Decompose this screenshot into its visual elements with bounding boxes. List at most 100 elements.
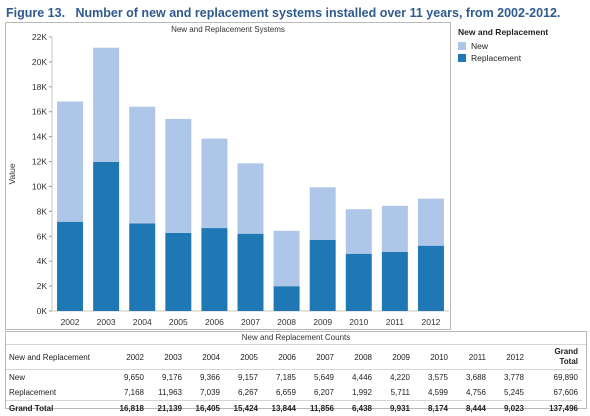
bar-replacement-2004	[129, 223, 155, 311]
bar-new-2010	[346, 209, 372, 254]
table-year-header: 2007	[300, 345, 338, 370]
table-corner-label: New and Replacement	[6, 345, 110, 370]
table-year-header: 2010	[414, 345, 452, 370]
legend-label-replacement: Replacement	[471, 53, 521, 63]
table-year-header: 2009	[376, 345, 414, 370]
y-tick-label: 16K	[32, 107, 47, 117]
bar-new-2012	[418, 199, 444, 246]
table-row-label: Replacement	[6, 385, 110, 401]
y-tick-label: 4K	[37, 256, 48, 266]
legend-item-new[interactable]: New	[458, 40, 586, 52]
x-tick-label: 2002	[61, 317, 80, 327]
bar-replacement-2010	[346, 254, 372, 311]
bar-new-2002	[57, 102, 83, 222]
table-cell: 6,659	[262, 385, 300, 401]
table-cell: 7,185	[262, 370, 300, 386]
y-tick-label: 14K	[32, 132, 47, 142]
bar-replacement-2007	[238, 234, 264, 311]
x-tick-label: 2012	[421, 317, 440, 327]
table-cell: 5,649	[300, 370, 338, 386]
bar-replacement-2011	[382, 252, 408, 311]
bar-new-2003	[93, 48, 119, 162]
table-cell: 7,168	[110, 385, 148, 401]
table-cell: 4,446	[338, 370, 376, 386]
table-cell: 7,039	[186, 385, 224, 401]
legend-item-replacement[interactable]: Replacement	[458, 52, 586, 64]
table-year-header: 2006	[262, 345, 300, 370]
bar-replacement-2005	[165, 233, 191, 311]
table-cell: 11,963	[148, 385, 186, 401]
bar-replacement-2003	[93, 162, 119, 311]
y-tick-label: 6K	[37, 231, 48, 241]
table-year-header: 2011	[452, 345, 490, 370]
bar-replacement-2012	[418, 246, 444, 311]
bar-new-2011	[382, 206, 408, 252]
legend-swatch-new	[458, 42, 466, 50]
table-cell: 9,650	[110, 370, 148, 386]
bar-replacement-2002	[57, 222, 83, 311]
y-tick-label: 2K	[37, 281, 48, 291]
bar-new-2007	[238, 163, 264, 233]
y-tick-label: 12K	[32, 157, 47, 167]
x-tick-label: 2007	[241, 317, 260, 327]
bar-replacement-2008	[274, 286, 300, 311]
table-cell: 4,599	[414, 385, 452, 401]
table-row-total: 69,890	[528, 370, 582, 386]
table-year-header: 2005	[224, 345, 262, 370]
y-tick-label: 0K	[37, 306, 48, 316]
table-cell: 5,245	[490, 385, 528, 401]
y-tick-label: 10K	[32, 181, 47, 191]
x-tick-label: 2005	[169, 317, 188, 327]
legend-title: New and Replacement	[458, 27, 586, 37]
legend-label-new: New	[471, 41, 488, 51]
table-year-header: 2003	[148, 345, 186, 370]
x-tick-label: 2006	[205, 317, 224, 327]
table-cell: 3,778	[490, 370, 528, 386]
bar-replacement-2009	[310, 240, 336, 311]
x-tick-label: 2011	[386, 317, 405, 327]
x-tick-label: 2010	[349, 317, 368, 327]
y-tick-label: 18K	[32, 82, 47, 92]
figure-title: Figure 13. Number of new and replacement…	[6, 6, 560, 20]
counts-table-title: New and Replacement Counts	[6, 332, 586, 345]
y-axis-label: Value	[7, 163, 17, 184]
table-cell: 6,267	[224, 385, 262, 401]
table-row-label: New	[6, 370, 110, 386]
bar-new-2004	[129, 107, 155, 224]
table-cell: 1,992	[338, 385, 376, 401]
table-row-total: 67,606	[528, 385, 582, 401]
bar-new-2008	[274, 231, 300, 286]
x-tick-label: 2008	[277, 317, 296, 327]
bar-new-2009	[310, 187, 336, 240]
bar-chart: 0K 2K 4K 6K 8K 10K 12K 14K 16K 18K 20K 22K Value 2002…	[6, 23, 450, 329]
x-tick-label: 2003	[97, 317, 116, 327]
table-cell: 4,756	[452, 385, 490, 401]
table-cell: 9,366	[186, 370, 224, 386]
table-year-header: 2012	[490, 345, 528, 370]
legend: New and Replacement New Replacement	[458, 27, 586, 64]
table-cell: 9,157	[224, 370, 262, 386]
y-tick-label: 8K	[37, 206, 48, 216]
table-cell: 3,688	[452, 370, 490, 386]
table-cell: 5,711	[376, 385, 414, 401]
legend-swatch-replacement	[458, 54, 466, 62]
bar-new-2006	[201, 139, 227, 228]
table-year-header: 2004	[186, 345, 224, 370]
table-cell: 9,176	[148, 370, 186, 386]
x-tick-label: 2009	[313, 317, 332, 327]
table-cell: 3,575	[414, 370, 452, 386]
table-year-header: 2008	[338, 345, 376, 370]
x-tick-label: 2004	[133, 317, 152, 327]
table-year-header: 2002	[110, 345, 148, 370]
y-tick-label: 20K	[32, 57, 47, 67]
y-tick-label: 22K	[32, 32, 47, 42]
bar-replacement-2006	[201, 228, 227, 311]
table-cell: 6,207	[300, 385, 338, 401]
bar-new-2005	[165, 119, 191, 233]
